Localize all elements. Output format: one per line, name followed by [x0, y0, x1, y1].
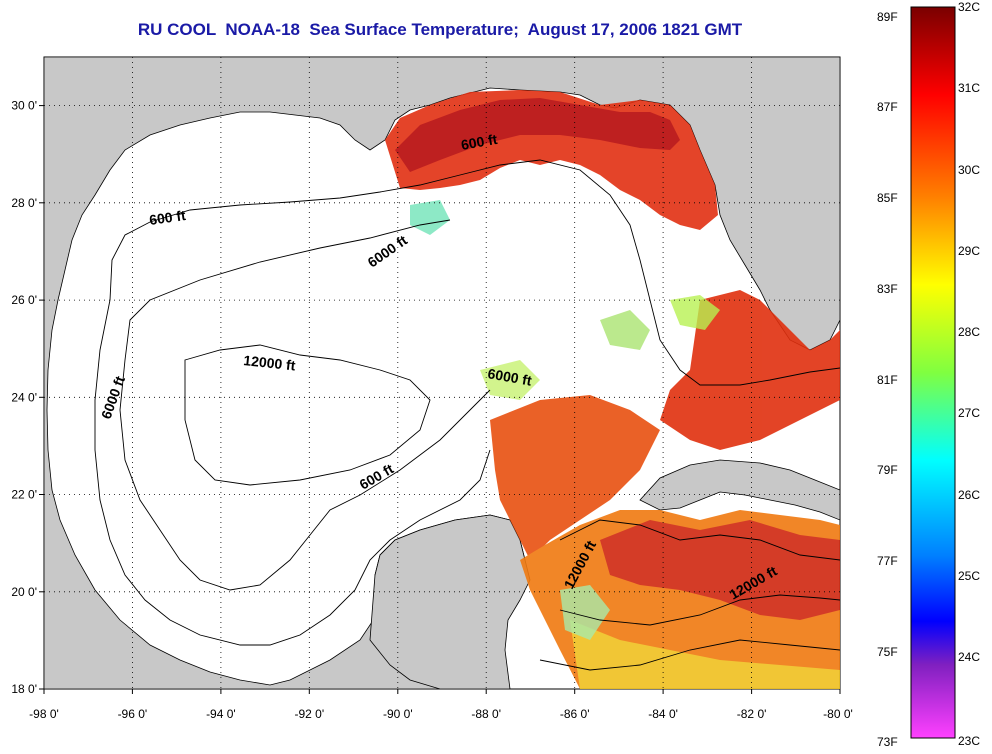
y-tick-label: 20 0'	[11, 585, 37, 599]
y-tick-labels: 30 0' 28 0' 26 0' 24 0' 22 0' 20 0' 18 0…	[11, 99, 37, 696]
land-cuba	[639, 459, 840, 521]
colorbar-c-label: 26C	[958, 488, 980, 502]
colorbar-f-label: 75F	[877, 645, 898, 659]
colorbar-f-label: 81F	[877, 373, 898, 387]
land-masses	[44, 57, 840, 689]
y-tick-label: 22 0'	[11, 488, 37, 502]
x-tick-label: -90 0'	[383, 707, 413, 721]
sst-cool-patch-1	[600, 310, 650, 350]
x-tick-label: -84 0'	[648, 707, 678, 721]
x-tick-label: -86 0'	[560, 707, 590, 721]
x-tick-label: -98 0'	[29, 707, 59, 721]
contour-600ft-north	[109, 159, 840, 386]
contour-6000ft	[119, 219, 491, 591]
sst-cool-patch-5	[410, 200, 450, 235]
colorbar-f-label: 79F	[877, 463, 898, 477]
axis-ticks	[39, 105, 841, 694]
contour-600ft-west	[94, 299, 491, 646]
x-tick-labels: -98 0' -96 0' -94 0' -92 0' -90 0' -88 0…	[29, 707, 853, 721]
colorbar-f-label: 83F	[877, 282, 898, 296]
map-title: RU COOL NOAA-18 Sea Surface Temperature;…	[137, 20, 743, 39]
x-tick-label: -96 0'	[118, 707, 148, 721]
sst-caribbean-cool	[570, 620, 840, 689]
land-yucatan	[369, 514, 531, 689]
contour-label: 6000 ft	[486, 365, 533, 389]
contour-caribbean-2	[559, 594, 840, 626]
y-tick-label: 18 0'	[11, 682, 37, 696]
x-tick-label: -82 0'	[737, 707, 767, 721]
colorbar-celsius-labels: 32C 31C 30C 29C 28C 27C 26C 25C 24C 23C	[958, 0, 980, 748]
contour-caribbean-1	[559, 519, 840, 561]
colorbar-c-label: 25C	[958, 569, 980, 583]
x-tick-label: -88 0'	[471, 707, 501, 721]
sst-cool-patch-4	[560, 585, 610, 640]
contour-caribbean-3	[539, 639, 840, 671]
x-tick-label: -80 0'	[823, 707, 853, 721]
colorbar-c-label: 31C	[958, 81, 980, 95]
x-tick-label: -92 0'	[294, 707, 324, 721]
colorbar	[910, 6, 956, 739]
colorbar-c-label: 29C	[958, 244, 980, 258]
colorbar-f-label: 73F	[877, 735, 898, 749]
grid-lines	[44, 57, 840, 689]
sst-north-core	[395, 98, 680, 172]
colorbar-f-label: 89F	[877, 10, 898, 24]
y-tick-label: 30 0'	[11, 99, 37, 113]
colorbar-f-label: 87F	[877, 100, 898, 114]
contour-label: 600 ft	[460, 131, 499, 153]
y-tick-label: 28 0'	[11, 196, 37, 210]
contour-label: 600 ft	[148, 207, 187, 228]
x-tick-label: -94 0'	[206, 707, 236, 721]
colorbar-c-label: 24C	[958, 650, 980, 664]
colorbar-fahrenheit-labels: 89F 87F 85F 83F 81F 79F 77F 75F 73F	[877, 10, 898, 749]
contour-12000ft	[184, 344, 431, 486]
colorbar-f-label: 85F	[877, 191, 898, 205]
y-tick-label: 26 0'	[11, 293, 37, 307]
colorbar-c-label: 28C	[958, 325, 980, 339]
colorbar-c-label: 32C	[958, 0, 980, 14]
y-tick-label: 24 0'	[11, 390, 37, 404]
sst-cool-patch-3	[670, 295, 720, 330]
bathymetry-contours	[94, 159, 840, 671]
colorbar-c-label: 27C	[958, 406, 980, 420]
colorbar-f-label: 77F	[877, 554, 898, 568]
colorbar-c-label: 23C	[958, 734, 980, 748]
sst-cool-patch-2	[480, 360, 540, 400]
colorbar-c-label: 30C	[958, 163, 980, 177]
contour-label: 12000 ft	[243, 352, 297, 373]
